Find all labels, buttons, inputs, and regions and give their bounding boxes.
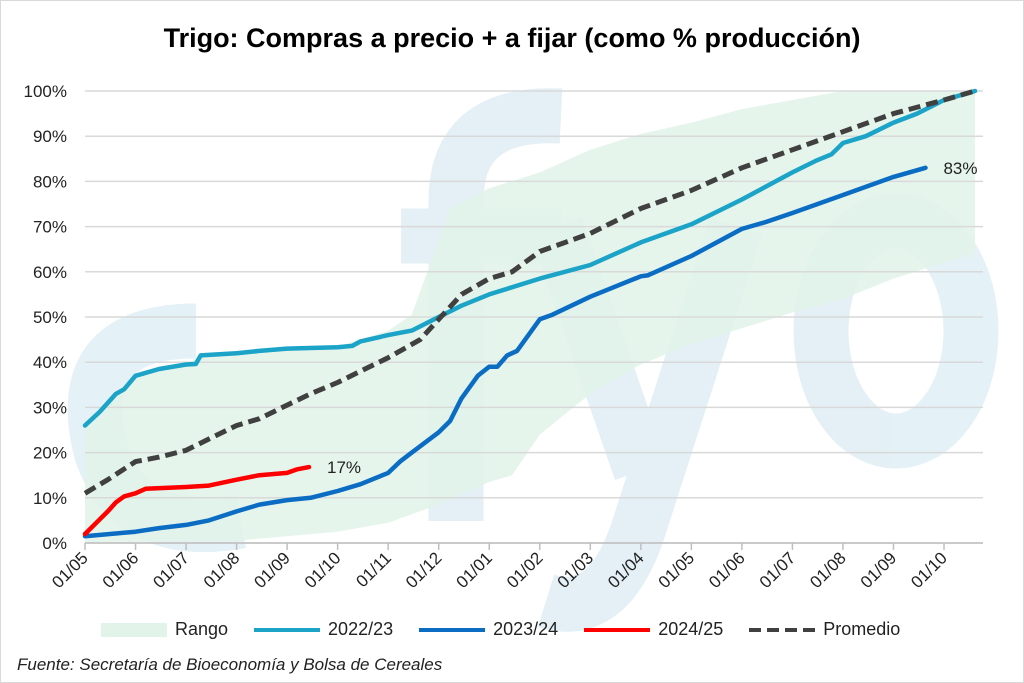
chart-title: Trigo: Compras a precio + a fijar (como … [163, 23, 861, 53]
x-tick-label: 01/12 [402, 548, 446, 592]
y-tick-label: 20% [33, 444, 67, 463]
data-label: 17% [327, 458, 361, 477]
watermark-letter-f [428, 88, 563, 521]
y-tick-label: 70% [33, 218, 67, 237]
legend-swatch-rango [101, 622, 167, 637]
x-tick-label: 01/09 [857, 548, 901, 592]
legend-item-2024-25: 2024/25 [584, 619, 723, 640]
legend-label: 2022/23 [328, 619, 394, 639]
y-tick-label: 0% [42, 534, 67, 553]
legend-swatch-2023-24 [419, 627, 486, 632]
legend-item-rango: Rango [101, 619, 228, 640]
y-tick-label: 50% [33, 308, 67, 327]
y-tick-label: 60% [33, 263, 67, 282]
legend-swatch-promedio [749, 627, 816, 632]
y-tick-label: 30% [33, 398, 67, 417]
series-line-2022-23 [82, 88, 978, 428]
legend-label: 2024/25 [658, 619, 724, 639]
x-tick-label: 01/10 [907, 548, 951, 592]
x-tick-label: 01/07 [149, 548, 193, 592]
legend-item-2022-23: 2022/23 [254, 619, 393, 640]
legend-swatch-2022-23 [254, 627, 321, 632]
y-tick-label: 40% [33, 353, 67, 372]
x-tick-label: 01/01 [453, 548, 497, 592]
y-tick-label: 100% [24, 82, 67, 101]
y-tick-label: 90% [33, 127, 67, 146]
x-tick-label: 01/08 [806, 548, 850, 592]
series-line-2023-24 [82, 165, 928, 539]
y-tick-label: 80% [33, 172, 67, 191]
x-tick-label: 01/06 [99, 548, 143, 592]
source-note: Fuente: Secretaría de Bioeconomía y Bols… [17, 655, 443, 674]
x-tick-label: 01/08 [200, 548, 244, 592]
x-tick-label: 01/07 [756, 548, 800, 592]
x-tick-label: 01/06 [705, 548, 749, 592]
x-tick-label: 01/05 [655, 548, 699, 592]
y-tick-label: 10% [33, 489, 67, 508]
legend-swatch-2024-25 [584, 627, 651, 632]
legend: Rango 2022/23 2023/24 2024/25 Promedio [101, 619, 926, 640]
legend-label: Promedio [823, 619, 901, 639]
series-line-promedio [83, 88, 976, 496]
x-tick-label: 01/02 [503, 548, 547, 592]
legend-label: Rango [175, 619, 229, 639]
legend-item-2023-24: 2023/24 [419, 619, 558, 640]
legend-item-promedio: Promedio [749, 619, 900, 640]
series-line-2024-25 [82, 464, 312, 537]
x-tick-label: 01/10 [301, 548, 345, 592]
data-label: 83% [943, 159, 977, 178]
legend-label: 2023/24 [493, 619, 559, 639]
x-tick-label: 01/11 [352, 548, 395, 591]
x-tick-label: 01/05 [48, 548, 92, 592]
x-tick-label: 01/09 [250, 548, 294, 592]
